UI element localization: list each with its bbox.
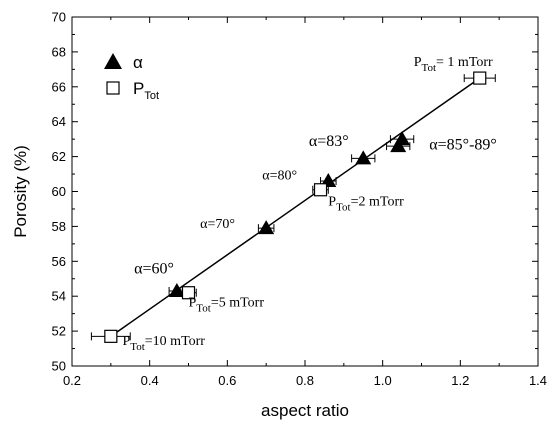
y-axis-label: Porosity (%): [11, 145, 30, 238]
annotation-a83: α=83°: [309, 133, 349, 150]
y-tick-label: 52: [52, 324, 66, 339]
x-tick-label: 0.2: [63, 373, 81, 388]
x-tick-label: 1.4: [529, 373, 547, 388]
annotation-a85: α=85°-89°: [429, 137, 497, 154]
ptot-point: [473, 71, 487, 85]
legend-alpha-label: α: [133, 53, 143, 72]
legend-ptot-marker: [106, 81, 120, 95]
y-tick-label: 58: [52, 219, 66, 234]
annotation-a70: α=70°: [200, 217, 235, 232]
y-tick-label: 68: [52, 44, 66, 59]
y-tick-label: 66: [52, 79, 66, 94]
annotation-p10: PTot=10 mTorr: [122, 334, 205, 353]
x-tick-label: 0.8: [296, 373, 314, 388]
ptot-point: [181, 286, 196, 300]
annotation-a80: α=80°: [262, 168, 297, 183]
legend-ptot-label: PTot: [133, 79, 159, 102]
alpha-point: [390, 138, 407, 153]
x-tick-label: 1.2: [451, 373, 469, 388]
annotation-p2: PTot=2 mTorr: [328, 194, 404, 213]
x-axis-label: aspect ratio: [261, 401, 349, 420]
legend-alpha-marker: [104, 53, 122, 69]
alpha-point: [355, 150, 372, 165]
y-tick-label: 70: [52, 10, 66, 25]
x-tick-label: 1.0: [374, 373, 392, 388]
y-tick-label: 62: [52, 149, 66, 164]
y-tick-label: 54: [52, 289, 66, 304]
fit-line: [110, 77, 481, 337]
annotation-p1: PTot= 1 mTorr: [414, 55, 493, 74]
y-tick-label: 50: [52, 359, 66, 374]
y-tick-label: 60: [52, 184, 66, 199]
x-tick-label: 0.4: [141, 373, 159, 388]
annotation-p5: PTot=5 mTorr: [189, 296, 265, 315]
annotation-a60: α=60°: [134, 261, 174, 278]
y-tick-label: 56: [52, 254, 66, 269]
x-tick-label: 0.6: [218, 373, 236, 388]
ptot-point: [104, 329, 118, 343]
alpha-point: [258, 220, 275, 235]
y-tick-label: 64: [52, 114, 66, 129]
ptot-point: [313, 183, 328, 197]
